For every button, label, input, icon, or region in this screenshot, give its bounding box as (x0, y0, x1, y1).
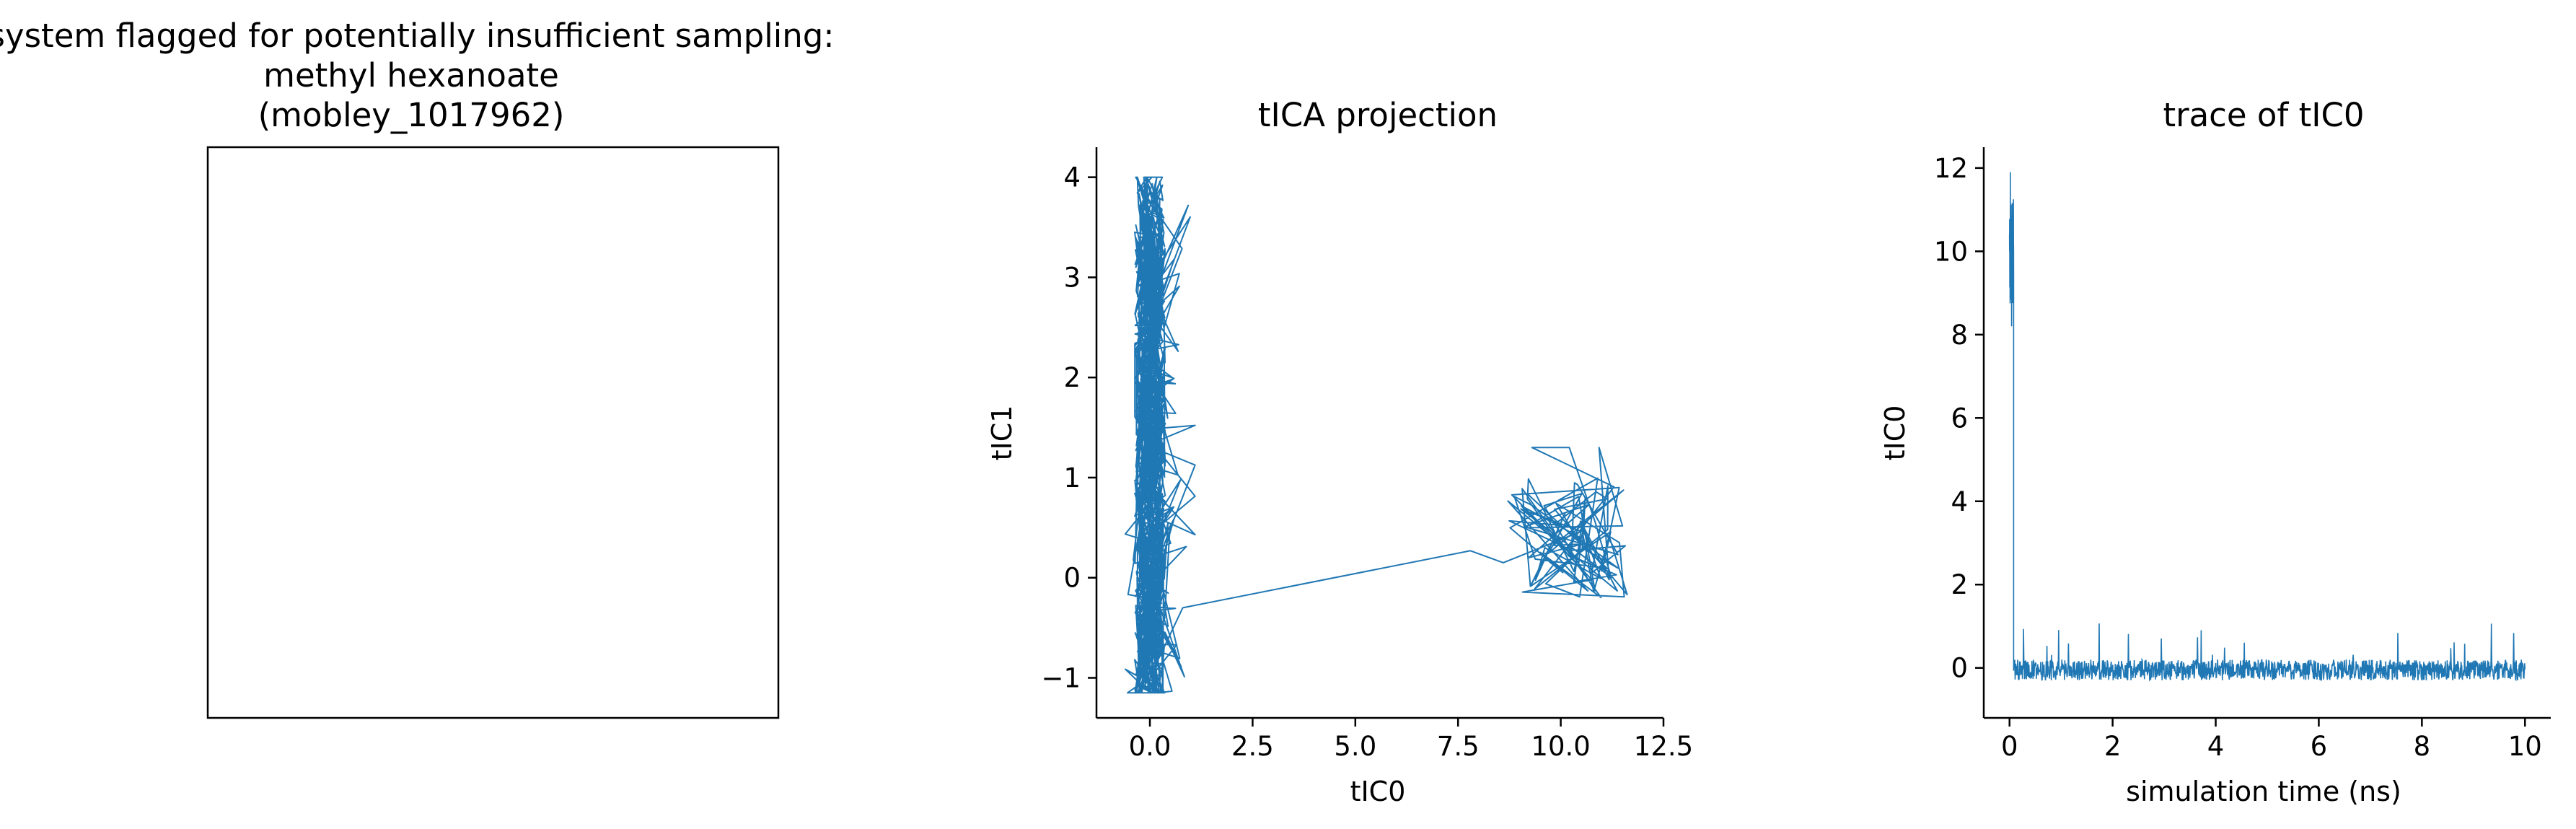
chart2-x-tick-label: 0 (2001, 731, 2018, 762)
chart1-y-tick-label: 0 (1063, 563, 1081, 594)
chart2-x-tick-label: 2 (2104, 731, 2122, 762)
chart2-y-tick-label: 8 (1951, 320, 1968, 351)
chart2-y-tick-label: 6 (1951, 403, 1968, 434)
chart2-x-tick-label: 10 (2508, 731, 2542, 762)
tica-trajectory-line (1124, 176, 1628, 694)
chart1-x-tick-label: 10.0 (1531, 731, 1590, 762)
panel1-title-line-1: system flagged for potentially insuffici… (0, 17, 834, 55)
chart1-y-tick-label: 4 (1063, 162, 1081, 193)
chart2-y-axis-label: tIC0 (1879, 405, 1911, 461)
chart2-x-tick-label: 6 (2311, 731, 2328, 762)
tic0-trace-chart: trace of tIC0 simulation time (ns) tIC0 … (1879, 96, 2551, 807)
chart2-y-tick-label: 2 (1951, 569, 1968, 600)
chart1-y-tick-label: 2 (1063, 362, 1081, 393)
tic0-trace-line (2008, 172, 2526, 682)
chart1-y-tick-label: 1 (1063, 462, 1081, 494)
chart1-x-axis-label: tIC0 (1350, 776, 1406, 807)
panel-structure: system flagged for potentially insuffici… (0, 17, 834, 719)
chart1-title: tICA projection (1258, 96, 1498, 134)
chart1-x-tick-label: 0.0 (1129, 731, 1171, 762)
chart2-title: trace of tIC0 (2163, 96, 2364, 134)
panel1-title-line-2: methyl hexanoate (263, 56, 559, 95)
tica-projection-chart: tICA projection tIC0 tIC1 0.0 2.5 5.0 7.5 10… (986, 96, 1693, 807)
panel1-title-line-3: (mobley_1017962) (258, 96, 565, 134)
chart2-y-tick-label: 12 (1934, 153, 1968, 184)
chart1-x-tick-label: 5.0 (1334, 731, 1376, 762)
chart2-x-tick-label: 4 (2207, 731, 2225, 762)
chart1-y-tick-label: −1 (1041, 662, 1081, 693)
chart2-y-tick-label: 10 (1934, 236, 1968, 267)
chart1-y-tick-label: 3 (1063, 262, 1081, 293)
chart2-x-axis-label: simulation time (ns) (2126, 776, 2401, 807)
chart2-x-tick-label: 8 (2414, 731, 2431, 762)
structure-frame (206, 146, 780, 719)
chart1-y-axis-label: tIC1 (986, 405, 1018, 461)
chart1-x-tick-label: 2.5 (1231, 731, 1274, 762)
chart1-x-tick-label: 12.5 (1634, 731, 1693, 762)
chart2-y-tick-label: 0 (1951, 653, 1968, 684)
chart1-x-tick-label: 7.5 (1437, 731, 1480, 762)
chart2-y-tick-label: 4 (1951, 486, 1968, 517)
